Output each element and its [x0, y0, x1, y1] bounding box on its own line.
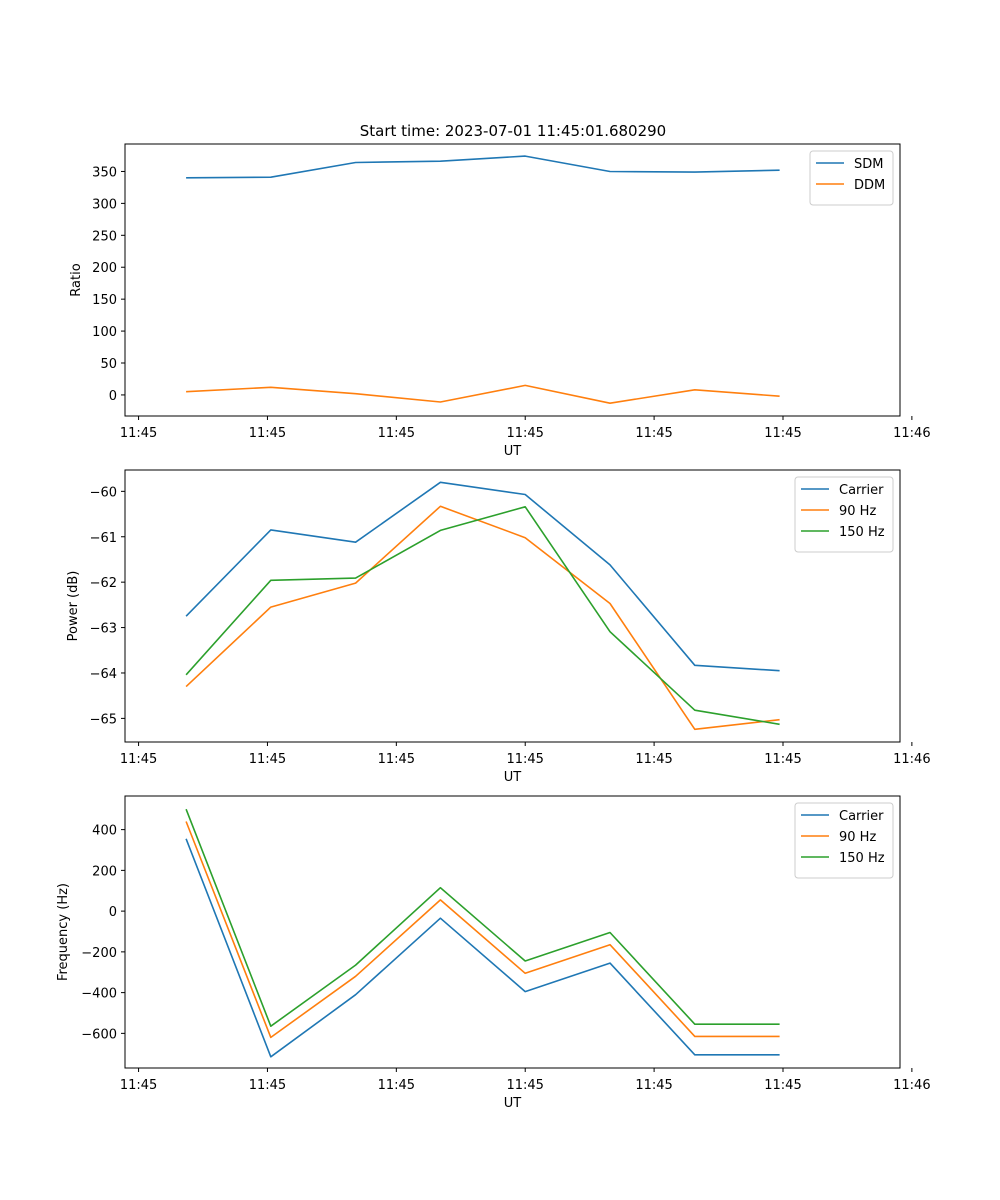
legend-label: 90 Hz	[839, 830, 876, 845]
series-line-sdm	[186, 155, 780, 179]
x-tick-label: 11:45	[764, 426, 801, 441]
legend-label: 150 Hz	[839, 851, 885, 866]
x-tick-label: 11:45	[506, 1078, 543, 1093]
x-tick-label: 11:45	[506, 752, 543, 767]
chart-panel-3: 11:45 11:45 11:45 11:45 11:45 11:45 11:46 −600 −…	[56, 795, 931, 1111]
legend-box	[794, 802, 894, 879]
y-axis-label: Ratio	[69, 263, 84, 296]
y-tick-label: −400	[81, 987, 117, 1002]
series-line-ddm	[186, 384, 780, 405]
y-tick-label: −63	[90, 622, 117, 637]
y-tick-label: −64	[90, 667, 117, 682]
x-tick-label: 11:45	[378, 752, 415, 767]
series-line-90-hz	[185, 821, 780, 1039]
legend: Carrier 90 Hz 150 Hz	[794, 476, 894, 553]
y-tick-label: 50	[100, 357, 117, 372]
series-line-150-hz	[185, 808, 780, 1027]
legend-label: SDM	[854, 157, 883, 172]
y-axis-label: Power (dB)	[66, 571, 81, 642]
x-tick-label: 11:45	[120, 752, 157, 767]
legend-box	[809, 150, 894, 206]
axes-frame	[124, 143, 901, 417]
axes-frame	[124, 795, 901, 1069]
y-tick-label: −62	[90, 576, 117, 591]
x-tick-label: 11:46	[893, 426, 930, 441]
chart-panel-2: 11:45 11:45 11:45 11:45 11:45 11:45 11:46 −65 −6…	[66, 469, 931, 785]
y-tick-label: 200	[92, 864, 117, 879]
axes-frame	[124, 469, 901, 743]
legend-box	[794, 476, 894, 553]
figure-title: Start time: 2023-07-01 11:45:01.680290	[360, 122, 666, 140]
x-tick-label: 11:46	[893, 752, 930, 767]
y-tick-label: 0	[109, 905, 117, 920]
y-tick-label: 250	[92, 229, 117, 244]
series-line-carrier	[185, 838, 780, 1058]
x-tick-label: 11:45	[506, 426, 543, 441]
x-axis-label: UT	[504, 770, 522, 785]
y-tick-label: 300	[92, 197, 117, 212]
x-tick-label: 11:45	[764, 1078, 801, 1093]
y-axis-label: Frequency (Hz)	[56, 883, 71, 981]
x-tick-label: 11:46	[893, 1078, 930, 1093]
y-tick-label: 350	[92, 165, 117, 180]
legend-label: 90 Hz	[839, 504, 876, 519]
x-tick-label: 11:45	[249, 426, 286, 441]
legend: Carrier 90 Hz 150 Hz	[794, 802, 894, 879]
legend-label: DDM	[854, 178, 885, 193]
y-tick-label: −65	[90, 712, 117, 727]
x-tick-label: 11:45	[635, 426, 672, 441]
x-tick-label: 11:45	[764, 752, 801, 767]
legend-label: 150 Hz	[839, 525, 885, 540]
x-tick-label: 11:45	[249, 752, 286, 767]
x-tick-label: 11:45	[635, 752, 672, 767]
chart-panel-1: 11:45 11:45 11:45 11:45 11:45 11:45 11:46 0 50 10…	[69, 143, 931, 459]
legend-label: Carrier	[839, 809, 884, 824]
x-tick-label: 11:45	[120, 1078, 157, 1093]
legend: SDM DDM	[809, 150, 894, 206]
y-tick-label: −200	[81, 946, 117, 961]
y-tick-label: 0	[109, 389, 117, 404]
y-tick-label: −600	[81, 1027, 117, 1042]
y-tick-label: 200	[92, 261, 117, 276]
series-line-carrier	[185, 481, 780, 672]
x-tick-label: 11:45	[378, 1078, 415, 1093]
y-tick-label: −60	[90, 485, 117, 500]
x-axis-label: UT	[504, 444, 522, 459]
x-tick-label: 11:45	[635, 1078, 672, 1093]
series-line-90-hz	[185, 505, 780, 731]
x-tick-label: 11:45	[120, 426, 157, 441]
series-line-150-hz	[185, 505, 780, 726]
y-tick-label: 400	[92, 824, 117, 839]
x-tick-label: 11:45	[378, 426, 415, 441]
x-tick-label: 11:45	[249, 1078, 286, 1093]
legend-label: Carrier	[839, 483, 884, 498]
y-tick-label: 150	[92, 293, 117, 308]
y-tick-label: 100	[92, 325, 117, 340]
x-axis-label: UT	[504, 1096, 522, 1111]
y-tick-label: −61	[90, 531, 117, 546]
